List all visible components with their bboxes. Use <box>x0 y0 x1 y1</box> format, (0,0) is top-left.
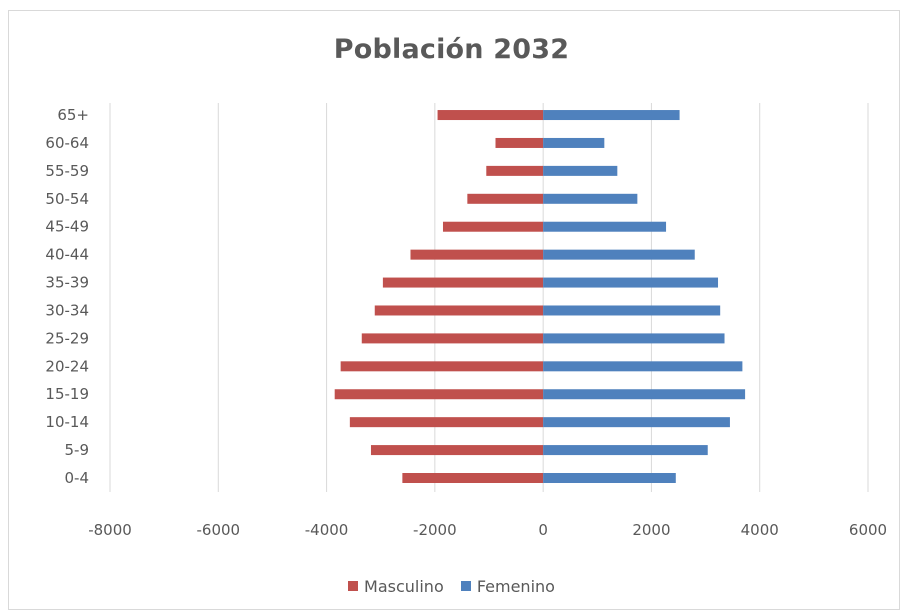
bar-femenino-45-49 <box>543 221 667 232</box>
bar-femenino-65+ <box>543 110 680 121</box>
x-tick-label-5: 2000 <box>632 521 670 539</box>
y-tick-label-65+: 65+ <box>57 106 89 124</box>
y-tick-label-40-44: 40-44 <box>45 246 89 264</box>
bar-femenino-15-19 <box>543 389 746 400</box>
bar-masculino-65+ <box>437 110 544 121</box>
y-tick-label-5-9: 5-9 <box>65 441 90 459</box>
y-tick-label-25-29: 25-29 <box>45 329 89 347</box>
bar-masculino-15-19 <box>334 389 544 400</box>
y-tick-label-20-24: 20-24 <box>45 357 89 375</box>
legend-label-femenino: Femenino <box>476 576 555 596</box>
x-tick-label-3: -2000 <box>413 521 457 539</box>
bar-masculino-60-64 <box>495 137 544 148</box>
bar-femenino-55-59 <box>543 165 618 176</box>
x-tick-label-6: 4000 <box>741 521 779 539</box>
legend-item-femenino: Femenino <box>460 576 555 596</box>
x-tick-label-7: 6000 <box>849 521 887 539</box>
legend-swatch-masculino <box>348 581 359 591</box>
bar-femenino-50-54 <box>543 193 638 204</box>
bar-masculino-5-9 <box>370 445 544 456</box>
bar-femenino-35-39 <box>543 277 719 288</box>
bar-masculino-35-39 <box>382 277 544 288</box>
bar-femenino-60-64 <box>543 137 605 148</box>
chart-title: Población 2032 <box>333 34 570 65</box>
bar-femenino-30-34 <box>543 305 721 316</box>
bar-femenino-0-4 <box>543 473 676 483</box>
bar-masculino-10-14 <box>349 417 544 428</box>
bar-femenino-25-29 <box>543 333 725 344</box>
legend-item-masculino: Masculino <box>348 577 444 596</box>
x-tick-label-1: -6000 <box>196 521 240 539</box>
bar-masculino-25-29 <box>361 333 544 344</box>
bar-masculino-30-34 <box>374 305 544 316</box>
bar-masculino-45-49 <box>442 221 544 232</box>
y-tick-label-0-4: 0-4 <box>65 469 90 487</box>
x-tick-label-2: -4000 <box>305 521 349 539</box>
y-tick-label-30-34: 30-34 <box>45 301 89 319</box>
y-tick-label-60-64: 60-64 <box>45 134 89 152</box>
x-tick-label-4: 0 <box>538 521 548 539</box>
bar-masculino-0-4 <box>402 473 544 483</box>
bar-masculino-40-44 <box>410 249 544 260</box>
y-tick-label-35-39: 35-39 <box>45 274 89 292</box>
bar-masculino-20-24 <box>340 361 544 372</box>
y-tick-label-50-54: 50-54 <box>45 190 89 208</box>
y-tick-label-55-59: 55-59 <box>45 162 89 180</box>
legend-label-masculino: Masculino <box>364 576 444 596</box>
bar-femenino-5-9 <box>543 445 708 456</box>
bar-masculino-50-54 <box>467 193 544 204</box>
y-tick-label-45-49: 45-49 <box>45 218 89 236</box>
x-tick-label-0: -8000 <box>88 521 132 539</box>
bar-masculino-55-59 <box>486 165 544 176</box>
y-tick-label-10-14: 10-14 <box>45 413 89 431</box>
y-tick-label-15-19: 15-19 <box>45 385 89 403</box>
bar-femenino-40-44 <box>543 249 695 260</box>
bar-femenino-10-14 <box>543 417 730 428</box>
chart-legend: Masculino Femenino <box>0 576 903 596</box>
legend-swatch-femenino <box>460 581 471 591</box>
bar-femenino-20-24 <box>543 361 743 372</box>
